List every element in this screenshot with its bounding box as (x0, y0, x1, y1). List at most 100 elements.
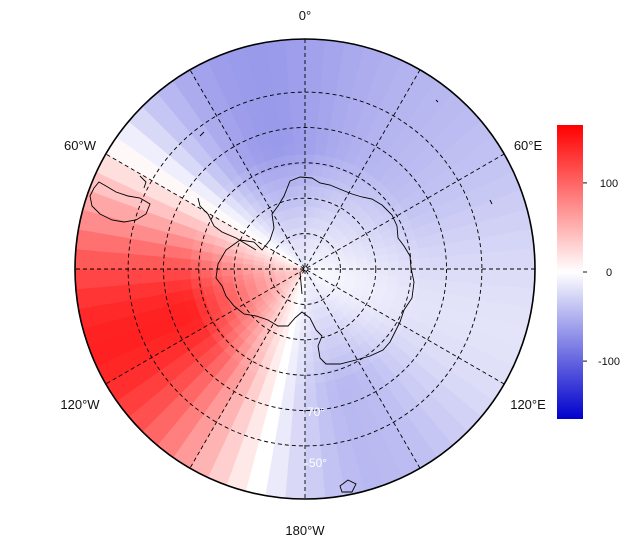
field-cell (284, 487, 306, 499)
field-cell (168, 256, 181, 270)
latitude-circle (233, 197, 377, 341)
field-cell (512, 268, 525, 289)
field-cell (221, 261, 233, 270)
field-cell (304, 59, 324, 72)
field-cell (398, 259, 410, 270)
field-cell (304, 476, 325, 489)
field-cell (147, 268, 160, 284)
field-cell (304, 320, 311, 333)
field-cell (277, 412, 293, 426)
field-cell (502, 268, 515, 288)
field-cell (481, 268, 494, 286)
field-cell (85, 249, 98, 270)
field-cell (429, 268, 442, 282)
field-cell (179, 268, 191, 281)
field-cell (291, 122, 306, 134)
field-cell (148, 241, 162, 257)
field-cell (200, 276, 213, 288)
field-cell (304, 383, 317, 395)
field-cell (296, 351, 306, 364)
field-cell (286, 466, 306, 479)
coastline-south-america (89, 175, 151, 223)
field-cell (304, 80, 322, 93)
field-cell (512, 249, 525, 270)
colorbar-tick-label: 0 (606, 267, 612, 279)
field-cell (75, 268, 87, 290)
field-cell (285, 476, 306, 489)
field-cell (304, 90, 321, 103)
lon-label-60w: 60°W (64, 138, 97, 153)
field-cell (262, 268, 275, 273)
field-cell (523, 268, 535, 290)
field-cell (315, 133, 329, 146)
field-cell (200, 268, 212, 279)
field-cell (471, 253, 484, 270)
field-cell (287, 456, 306, 468)
field-cell (158, 243, 172, 258)
field-cell (419, 268, 431, 281)
field-cell (429, 256, 442, 270)
colorbar-tick-label: -100 (598, 356, 620, 368)
field-cell (428, 279, 441, 293)
field-cell (450, 268, 463, 284)
field-cell (282, 143, 296, 157)
field-cell (304, 132, 318, 145)
field-cell (317, 112, 333, 126)
colorbar-gradient (557, 125, 583, 419)
field-cell (502, 250, 515, 270)
field-cell (419, 257, 431, 270)
field-cell (492, 251, 504, 270)
field-cell (481, 252, 494, 270)
field-cell (304, 174, 314, 187)
field-cell (292, 393, 306, 406)
field-cell (147, 254, 160, 270)
field-cell (179, 257, 191, 270)
field-cell (169, 245, 182, 259)
field-cell (376, 254, 389, 263)
field-cell (289, 435, 306, 448)
field-cell (387, 268, 400, 278)
lon-label-120w: 120°W (60, 397, 100, 412)
field-cell (137, 268, 150, 284)
field-cell (387, 252, 400, 263)
field-cell (398, 268, 410, 279)
field-cell (299, 205, 306, 218)
field-cell (304, 164, 315, 176)
field-cell (377, 268, 389, 277)
field-cell (293, 143, 306, 155)
field-cell (304, 39, 326, 51)
field-cell (304, 101, 320, 114)
field-cell (200, 259, 212, 270)
field-cell (304, 185, 313, 197)
field-cell (292, 132, 306, 145)
lon-label-0: 0° (299, 8, 311, 23)
field-cell (304, 49, 325, 62)
field-cell (210, 260, 223, 270)
field-cell (460, 268, 473, 284)
field-cell (106, 251, 118, 270)
field-cell (304, 122, 319, 134)
field-cell (221, 268, 233, 277)
field-cell (304, 341, 313, 353)
field-cell (85, 268, 98, 289)
field-cell (387, 260, 400, 270)
lat-label-50: -50° (305, 456, 327, 470)
lon-label-120e: 120°E (510, 397, 546, 412)
field-cell (304, 299, 309, 312)
field-cell (304, 351, 314, 364)
field-cell (492, 268, 504, 287)
field-cell (297, 341, 306, 353)
field-cell (281, 392, 295, 405)
latitude-circle (269, 233, 341, 305)
field-cell (428, 245, 441, 259)
field-cell (304, 70, 323, 82)
field-cell (450, 254, 463, 270)
field-cell (296, 174, 306, 187)
field-cell (148, 281, 162, 297)
field-cell (346, 264, 358, 270)
field-cell (301, 226, 306, 239)
field-cell (312, 361, 324, 374)
map-boundary (74, 38, 536, 500)
field-cell (335, 265, 348, 270)
